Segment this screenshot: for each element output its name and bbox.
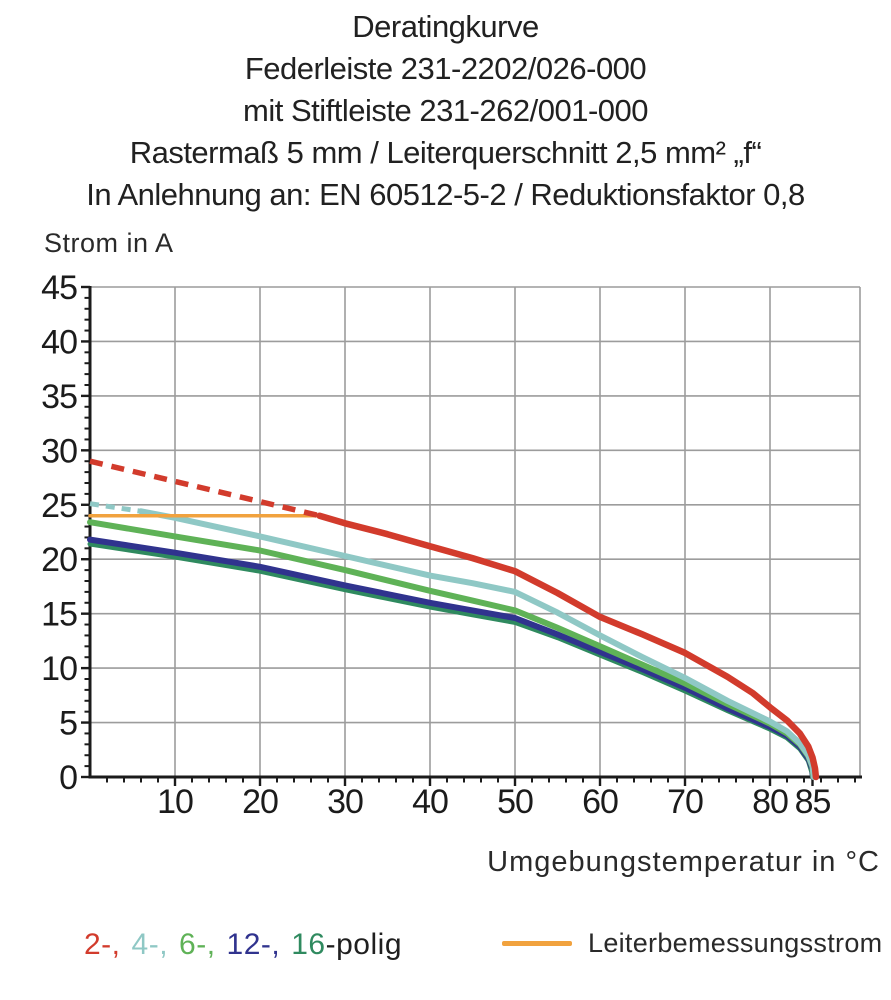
rated-current-label: Leiterbemessungsstrom [588, 928, 883, 958]
legend-4polig: 4-, [131, 928, 169, 961]
rated-current-line-swatch [502, 941, 572, 946]
title-line-3: mit Stiftleiste 231-262/001-000 [243, 93, 648, 128]
y-axis-title: Strom in A [44, 228, 174, 258]
svg-text:35: 35 [41, 378, 77, 416]
x-axis-title: Umgebungstemperatur in °C [487, 846, 880, 878]
svg-text:15: 15 [41, 596, 77, 634]
rated-current-legend: Leiterbemessungsstrom [502, 928, 882, 959]
svg-text:80: 80 [752, 783, 788, 821]
legend-polig-suffix: -polig [325, 928, 402, 961]
svg-text:60: 60 [582, 783, 618, 821]
legend-6polig: 6-, [179, 928, 216, 961]
series-4-polig-dashed [89, 501, 142, 514]
svg-text:25: 25 [41, 487, 77, 525]
pole-count-legend: 2-, 4-, 6-, 12-, 16-polig [84, 928, 402, 962]
svg-text:5: 5 [59, 705, 77, 743]
svg-text:30: 30 [41, 432, 77, 470]
title-line-4: Rastermaß 5 mm / Leiterquerschnitt 2,5 m… [129, 135, 762, 170]
svg-text:45: 45 [41, 269, 77, 307]
svg-text:20: 20 [41, 541, 77, 579]
svg-text:10: 10 [157, 783, 193, 821]
svg-text:85: 85 [795, 783, 831, 821]
svg-text:20: 20 [242, 783, 278, 821]
svg-text:40: 40 [41, 323, 77, 361]
series-2-polig-dashed [89, 458, 321, 519]
svg-text:50: 50 [497, 783, 533, 821]
svg-text:0: 0 [59, 759, 77, 797]
svg-text:40: 40 [412, 783, 448, 821]
svg-text:10: 10 [41, 650, 77, 688]
series-4-polig [138, 508, 817, 780]
title-line-2: Federleiste 231-2202/026-000 [244, 51, 647, 86]
legend-12polig: 12-, [226, 928, 281, 961]
title-line-5: In Anlehnung an: EN 60512-5-2 / Reduktio… [86, 177, 805, 212]
legend-2polig: 2-, [84, 928, 121, 961]
legend-16polig: 16 [291, 928, 326, 961]
series-12-polig [87, 536, 816, 780]
chart-title-block: Deratingkurve Federleiste 231-2202/026-0… [0, 6, 891, 216]
series-2-polig [316, 512, 820, 781]
svg-text:30: 30 [327, 783, 363, 821]
title-line-1: Deratingkurve [352, 9, 539, 44]
svg-text:70: 70 [667, 783, 703, 821]
